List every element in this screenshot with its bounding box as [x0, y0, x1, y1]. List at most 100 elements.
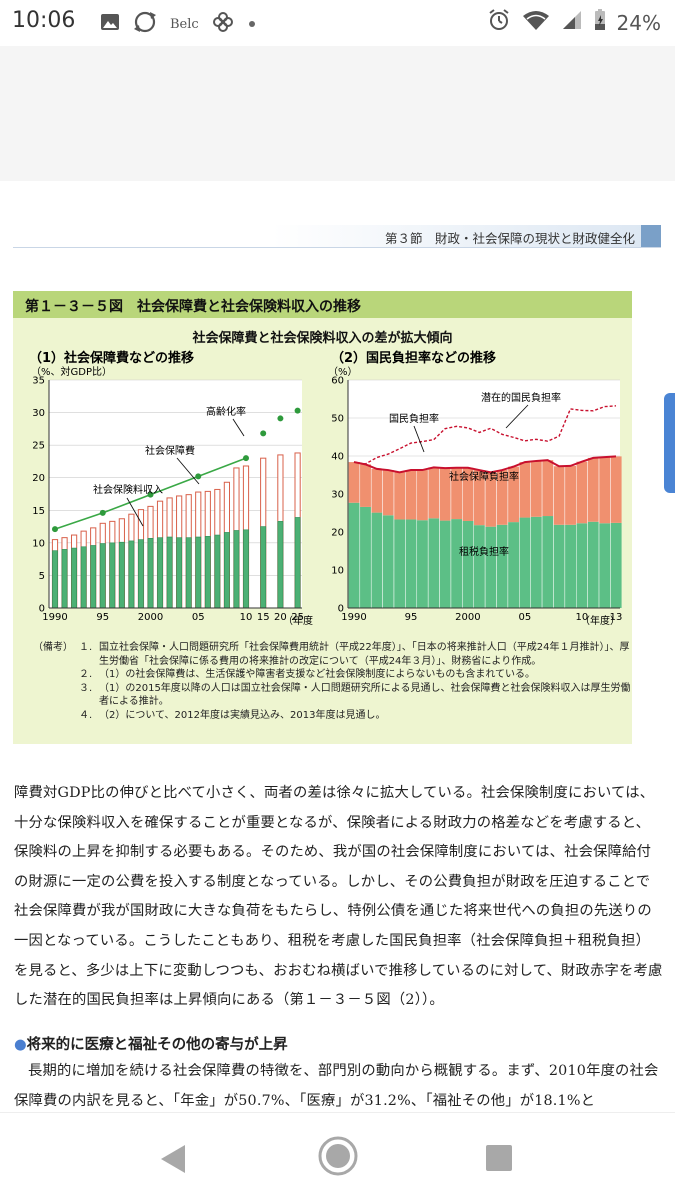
y-tick-label: 15 — [32, 506, 45, 517]
insurance-bar — [204, 536, 211, 609]
label-national-burden: 国民負担率 — [389, 412, 439, 425]
note-row: （備考） １. 国立社会保障・人口問題研究所「社会保障費用統計（平成22年度）」… — [33, 641, 638, 668]
insurance-bar — [185, 537, 192, 609]
insurance-bar — [71, 547, 77, 609]
insurance-bar — [128, 540, 135, 609]
recents-icon[interactable] — [484, 1143, 514, 1177]
x-tick-label: 13 — [610, 612, 623, 623]
x-tick-label: 10 — [575, 612, 588, 623]
tax-burden-bar — [371, 512, 383, 608]
tax-burden-bar — [587, 521, 599, 608]
leader-line — [176, 457, 200, 485]
potential-burden-line — [353, 405, 617, 465]
social-burden-bar — [359, 464, 371, 507]
figure-header: 第１－３－５図 社会保障費と社会保険料収入の推移 — [13, 291, 632, 318]
insurance-bar — [224, 532, 230, 609]
section-header: 第３節 財政・社会保障の現状と財政健全化 — [384, 231, 635, 246]
insurance-bar — [277, 521, 284, 609]
label-social-burden: 社会保障負担率 — [449, 470, 519, 483]
bullet-icon: ● — [14, 1037, 27, 1053]
tax-burden-bar — [359, 506, 371, 608]
aging-rate-point — [195, 473, 202, 480]
x-tick-label: 25 — [291, 612, 304, 623]
y-tick-label: 5 — [39, 571, 45, 582]
social-burden-bar — [416, 470, 428, 521]
insurance-bar — [109, 542, 116, 609]
insurance-bar — [90, 545, 97, 609]
insurance-bar — [80, 546, 87, 609]
tax-burden-bar — [496, 524, 508, 608]
tax-burden-bar — [393, 519, 406, 608]
x-tick-label: 10 — [240, 612, 253, 623]
aging-rate-point — [99, 509, 106, 516]
aging-rate-point — [277, 415, 284, 422]
status-bar: 10:06 Belc 24% — [0, 0, 675, 46]
y-tick-label: 60 — [331, 376, 344, 387]
social-burden-bar — [462, 467, 474, 521]
figure-box: 第１－３－５図 社会保障費と社会保険料収入の推移 社会保障費と社会保険料収入の差… — [13, 291, 632, 744]
insurance-bar — [52, 550, 58, 609]
note-text: （1）の2015年度以降の人口は国立社会保障・人口問題研究所による見通し、社会保… — [99, 682, 631, 708]
tax-burden-bar — [553, 524, 565, 608]
body-paragraph-2: 長期的に増加を続ける社会保障費の特徴を、部門別の動向から概観する。まず、2010… — [14, 1057, 664, 1112]
social-burden-bar — [553, 466, 565, 525]
note-row: ４. （2）について、2012年度は実績見込み、2013年度は見通し。 — [33, 709, 638, 723]
social-burden-bar — [496, 470, 508, 525]
figure-title: 第１－３－５図 社会保障費と社会保険料収入の推移 — [25, 299, 361, 315]
insurance-bar — [294, 517, 301, 609]
y-tick-label: 50 — [331, 414, 344, 425]
x-tick-label: 2000 — [138, 612, 163, 623]
social-burden-bar — [393, 472, 406, 520]
section-header-bar: 第３節 財政・社会保障の現状と財政健全化 — [13, 225, 661, 248]
tax-burden-bar — [576, 523, 588, 608]
leader-line — [413, 425, 425, 453]
social-burden-bar — [473, 470, 485, 526]
insurance-bar — [157, 537, 163, 609]
subheading: ●将来的に医療と福祉その他の寄与が上昇 — [14, 1033, 288, 1054]
dot-icon — [247, 15, 257, 33]
alarm-icon — [487, 8, 511, 37]
y-tick-label: 25 — [32, 441, 45, 452]
toolbar-area — [0, 46, 675, 181]
leader-line — [232, 418, 245, 437]
y-tick-label: 10 — [331, 566, 344, 577]
subheading-text: 将来的に医療と福祉その他の寄与が上昇 — [26, 1037, 288, 1053]
tax-burden-bar — [439, 520, 451, 608]
insurance-bar — [166, 536, 173, 609]
tax-burden-bar — [564, 524, 577, 608]
refresh-icon — [132, 9, 158, 39]
note-row: ２. （1）の社会保障費は、生活保護や障害者支援など社会保険制度によらないものも… — [33, 668, 638, 682]
tax-burden-bar — [416, 520, 428, 608]
y-tick-label: 30 — [331, 490, 344, 501]
clock: 10:06 — [12, 8, 76, 33]
aging-rate-point — [52, 526, 58, 533]
y-tick-label: 20 — [331, 528, 344, 539]
back-icon[interactable] — [158, 1143, 188, 1179]
note-number: ２. — [79, 669, 93, 680]
y-tick-label: 30 — [32, 408, 45, 419]
social-burden-bar — [485, 472, 497, 527]
insurance-bar — [195, 536, 202, 609]
social-burden-bar — [599, 457, 611, 524]
label-tax-burden: 租税負担率 — [459, 545, 509, 558]
social-burden-bar — [428, 467, 440, 519]
social-burden-bar — [530, 460, 542, 517]
label-potential-burden: 潜在的国民負担率 — [481, 391, 561, 404]
aging-rate-point — [147, 491, 154, 498]
tax-burden-bar — [473, 525, 485, 608]
insurance-bar — [147, 537, 154, 609]
x-tick-label: 05 — [519, 612, 532, 623]
social-burden-bar — [382, 470, 394, 516]
chart-national-burden: （%） 0 10 20 30 40 50 60 1990 95 2000 05 10 13 潜在的国民負… — [328, 366, 623, 627]
tax-burden-bar — [405, 519, 417, 608]
y-tick-label: 40 — [331, 452, 344, 463]
aging-rate-point — [294, 407, 301, 414]
insurance-bar — [243, 529, 249, 609]
tax-burden-bar — [542, 516, 554, 608]
tax-burden-bar — [348, 502, 360, 608]
insurance-bar — [61, 549, 68, 609]
notes-label: （備考） — [33, 642, 73, 653]
scroll-handle[interactable] — [664, 393, 675, 493]
home-icon[interactable] — [317, 1135, 359, 1181]
panel2-title: （2）国民負担率などの推移 — [331, 351, 497, 366]
